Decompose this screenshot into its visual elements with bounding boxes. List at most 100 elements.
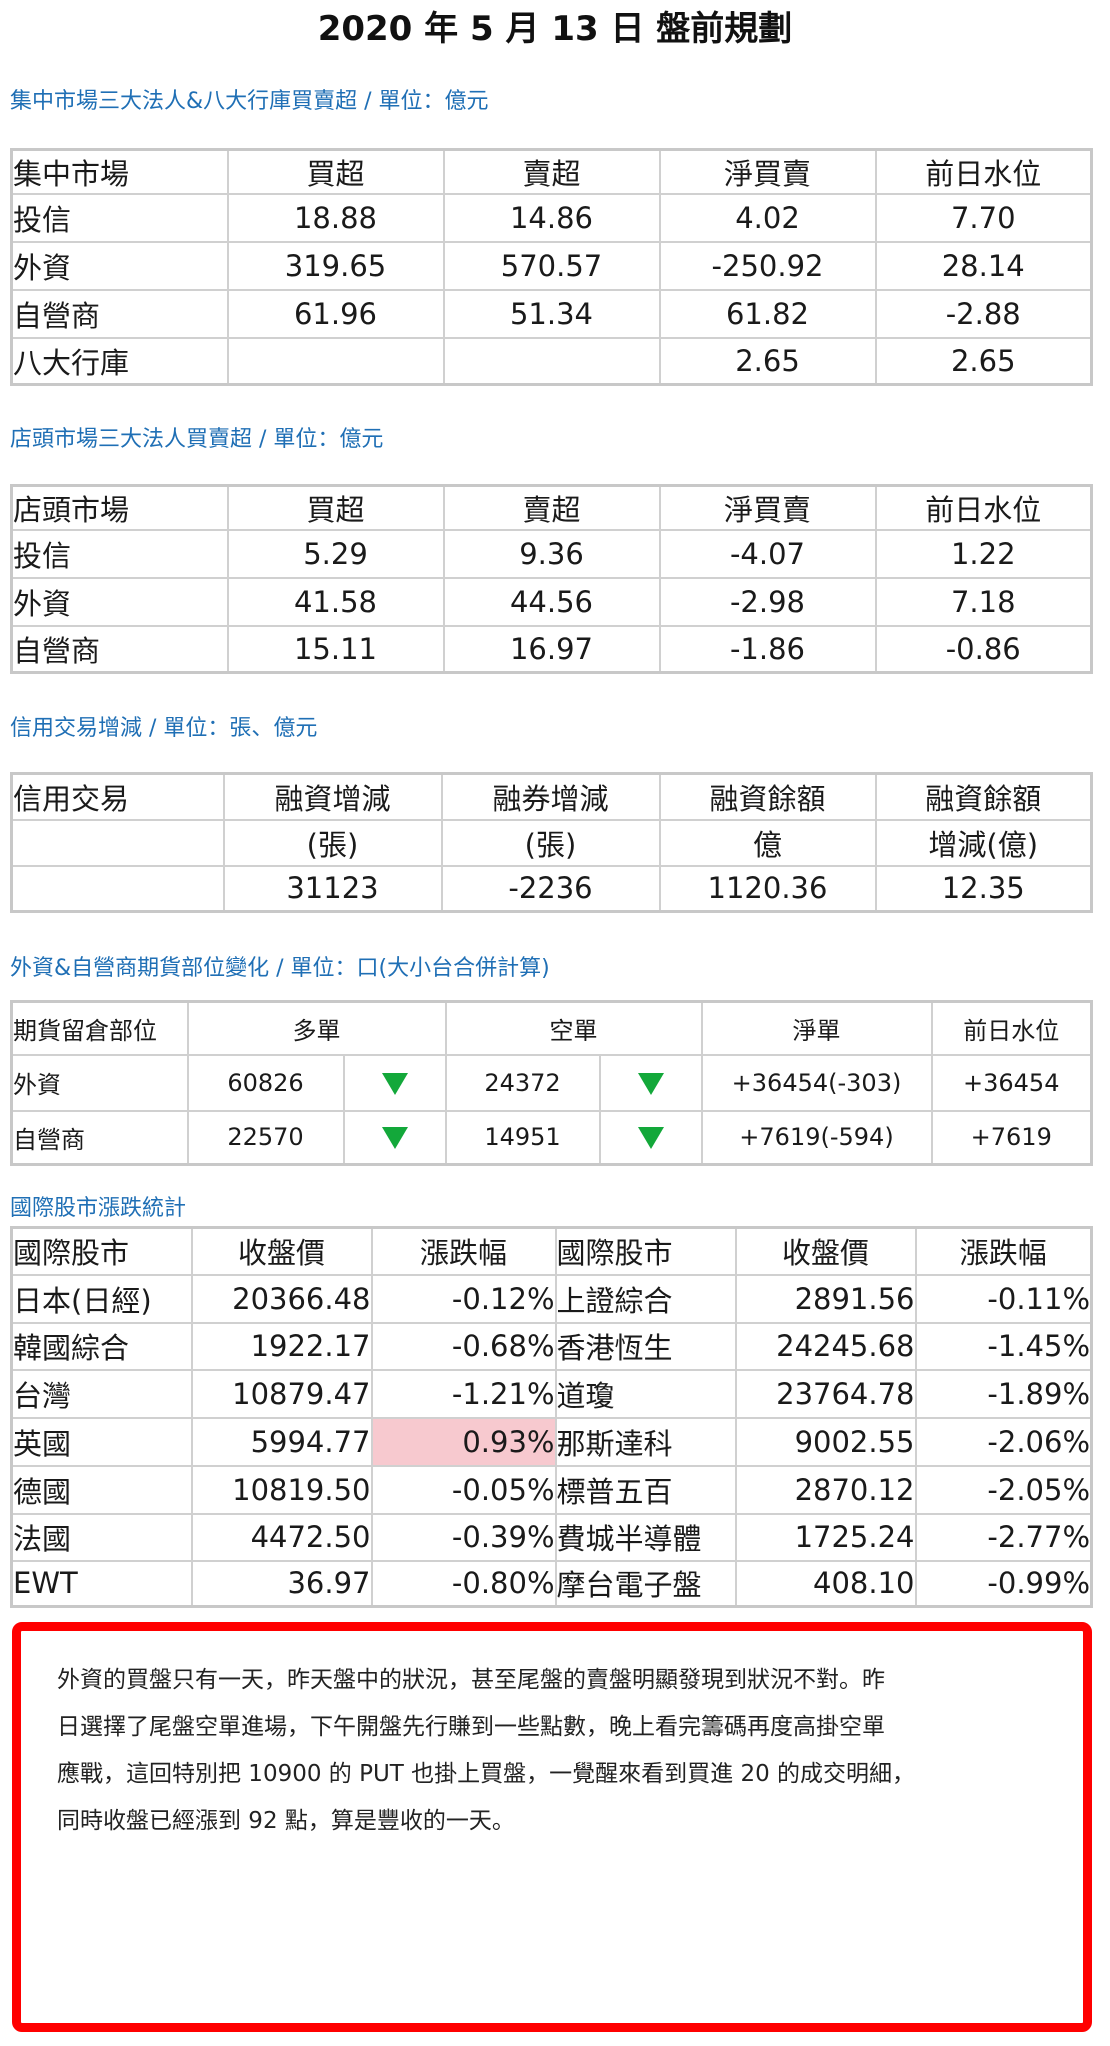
header-cell: 漲跌幅 bbox=[914, 1226, 1093, 1276]
index-name: 摩台電子盤 bbox=[554, 1559, 737, 1608]
index-name: 標普五百 bbox=[554, 1464, 737, 1515]
down-arrow-icon bbox=[637, 1127, 664, 1150]
net-value: 61.82 bbox=[658, 289, 877, 339]
table-row: 日本(日經) 20366.48 -0.12% 上證綜合 2891.56 -0.1… bbox=[10, 1273, 1093, 1324]
header-cell: 漲跌幅 bbox=[370, 1226, 557, 1276]
change-pct: -1.89% bbox=[914, 1368, 1093, 1419]
short-position: 14951 bbox=[444, 1109, 601, 1166]
header-cell: 融資增減 bbox=[222, 772, 443, 821]
global-markets-table: 國際股市 收盤價 漲跌幅 國際股市 收盤價 漲跌幅 日本(日經) 20366.4… bbox=[10, 1226, 1093, 1608]
close-price: 10819.50 bbox=[190, 1464, 373, 1515]
commentary-text: 外資的買盤只有一天，昨天盤中的狀況，甚至尾盤的賣盤明顯發現到狀況不對。昨 日選擇… bbox=[57, 1657, 1053, 1845]
table-row: 德國 10819.50 -0.05% 標普五百 2870.12 -2.05% bbox=[10, 1464, 1093, 1515]
table-row: 投信 5.29 9.36 -4.07 1.22 bbox=[10, 529, 1093, 579]
table-row: 八大行庫 2.65 2.65 bbox=[10, 337, 1093, 385]
change-pct: -2.05% bbox=[914, 1464, 1093, 1515]
header-cell: 收盤價 bbox=[190, 1226, 373, 1276]
section-heading-otc-market: 店頭市場三大法人買賣超 / 單位：億元 bbox=[10, 427, 384, 452]
header-cell: 集中市場 bbox=[10, 148, 229, 195]
prev-level-value: 7.18 bbox=[874, 577, 1093, 627]
table-row: 英國 5994.77 0.93% 那斯達科 9002.55 -2.06% bbox=[10, 1416, 1093, 1467]
row-label: 投信 bbox=[10, 529, 229, 579]
change-pct: -1.45% bbox=[914, 1321, 1093, 1371]
index-name: 英國 bbox=[10, 1416, 193, 1467]
margin-balance: 1120.36 bbox=[658, 864, 877, 913]
net-position: +36454(-303) bbox=[700, 1053, 933, 1112]
change-pct: -0.99% bbox=[914, 1559, 1093, 1608]
header-cell: 買超 bbox=[226, 148, 445, 195]
table-header-row: 期貨留倉部位 多單 空單 淨單 前日水位 bbox=[10, 1000, 1093, 1056]
table-row: 31123 -2236 1120.36 12.35 bbox=[10, 864, 1093, 913]
change-pct: 0.93% bbox=[370, 1416, 557, 1467]
close-price: 5994.77 bbox=[190, 1416, 373, 1467]
sell-value bbox=[442, 337, 661, 385]
row-label: 投信 bbox=[10, 193, 229, 243]
prev-level-value: 28.14 bbox=[874, 241, 1093, 291]
close-price: 1922.17 bbox=[190, 1321, 373, 1371]
change-pct: -0.39% bbox=[370, 1512, 557, 1562]
index-name: EWT bbox=[10, 1559, 193, 1608]
close-price: 23764.78 bbox=[734, 1368, 917, 1419]
header-cell: 買超 bbox=[226, 484, 445, 531]
prev-level-value: -2.88 bbox=[874, 289, 1093, 339]
short-change-cell bbox=[598, 1053, 703, 1112]
change-pct: -0.80% bbox=[370, 1559, 557, 1608]
prev-level-value: 7.70 bbox=[874, 193, 1093, 243]
margin-balance-change: 12.35 bbox=[874, 864, 1093, 913]
header-cell: 信用交易 bbox=[10, 772, 225, 821]
short-change-cell bbox=[598, 1109, 703, 1166]
table-header-row: 店頭市場 買超 賣超 淨買賣 前日水位 bbox=[10, 484, 1093, 531]
index-name: 道瓊 bbox=[554, 1368, 737, 1419]
section-heading-futures-positions: 外資&自營商期貨部位變化 / 單位：口(大小台合併計算) bbox=[10, 956, 550, 981]
index-name: 費城半導體 bbox=[554, 1512, 737, 1562]
index-name: 上證綜合 bbox=[554, 1273, 737, 1324]
down-arrow-icon bbox=[381, 1127, 408, 1150]
section-heading-listed-market: 集中市場三大法人&八大行庫買賣超 / 單位：億元 bbox=[10, 89, 489, 114]
net-value: 2.65 bbox=[658, 337, 877, 385]
header-unit-cell: 增減(億) bbox=[874, 818, 1093, 867]
header-cell: 融資餘額 bbox=[658, 772, 877, 821]
margin-buy-change: 31123 bbox=[222, 864, 443, 913]
header-cell: 前日水位 bbox=[874, 484, 1093, 531]
margin-trading-table: 信用交易 融資增減 融券增減 融資餘額 融資餘額 (張) (張) 億 增減(億)… bbox=[10, 772, 1093, 913]
change-pct: -0.68% bbox=[370, 1321, 557, 1371]
change-pct: -1.21% bbox=[370, 1368, 557, 1419]
otc-market-table: 店頭市場 買超 賣超 淨買賣 前日水位 投信 5.29 9.36 -4.07 1… bbox=[10, 484, 1093, 674]
short-position: 24372 bbox=[444, 1053, 601, 1112]
buy-value: 319.65 bbox=[226, 241, 445, 291]
change-pct: -0.12% bbox=[370, 1273, 557, 1324]
close-price: 24245.68 bbox=[734, 1321, 917, 1371]
sell-value: 570.57 bbox=[442, 241, 661, 291]
header-cell: 空單 bbox=[444, 1000, 703, 1056]
close-price: 36.97 bbox=[190, 1559, 373, 1608]
long-position: 22570 bbox=[186, 1109, 345, 1166]
header-cell: 收盤價 bbox=[734, 1226, 917, 1276]
commentary-line: 日選擇了尾盤空單進場，下午開盤先行賺到一些點數，晚上看完籌碼再度高掛空單 bbox=[57, 1714, 885, 1740]
table-row: 投信 18.88 14.86 4.02 7.70 bbox=[10, 193, 1093, 243]
change-pct: -2.77% bbox=[914, 1512, 1093, 1562]
page-title: 2020 年 5 月 13 日 盤前規劃 bbox=[317, 9, 793, 49]
sell-value: 51.34 bbox=[442, 289, 661, 339]
header-cell: 期貨留倉部位 bbox=[10, 1000, 189, 1056]
commentary-box: 外資的買盤只有一天，昨天盤中的狀況，甚至尾盤的賣盤明顯發現到狀況不對。昨 日選擇… bbox=[12, 1622, 1092, 2032]
table-row: 自營商 22570 14951 +7619(-594) +7619 bbox=[10, 1109, 1093, 1166]
close-price: 20366.48 bbox=[190, 1273, 373, 1324]
header-unit-cell: 億 bbox=[658, 818, 877, 867]
header-cell: 前日水位 bbox=[930, 1000, 1093, 1056]
header-cell: 淨買賣 bbox=[658, 148, 877, 195]
index-name: 法國 bbox=[10, 1512, 193, 1562]
table-row: 外資 60826 24372 +36454(-303) +36454 bbox=[10, 1053, 1093, 1112]
down-arrow-icon bbox=[381, 1072, 408, 1095]
index-name: 韓國綜合 bbox=[10, 1321, 193, 1371]
header-cell: 店頭市場 bbox=[10, 484, 229, 531]
prev-level-value: 1.22 bbox=[874, 529, 1093, 579]
row-label: 外資 bbox=[10, 241, 229, 291]
table-header-row: 集中市場 買超 賣超 淨買賣 前日水位 bbox=[10, 148, 1093, 195]
buy-value: 15.11 bbox=[226, 625, 445, 673]
commentary-line: 應戰，這回特別把 10900 的 PUT 也掛上買盤，一覺醒來看到買進 20 的… bbox=[57, 1761, 916, 1787]
table-row: 外資 319.65 570.57 -250.92 28.14 bbox=[10, 241, 1093, 291]
header-unit-cell: (張) bbox=[440, 818, 661, 867]
futures-positions-table: 期貨留倉部位 多單 空單 淨單 前日水位 外資 60826 24372 +364… bbox=[10, 1000, 1093, 1166]
table-row: 法國 4472.50 -0.39% 費城半導體 1725.24 -2.77% bbox=[10, 1512, 1093, 1562]
